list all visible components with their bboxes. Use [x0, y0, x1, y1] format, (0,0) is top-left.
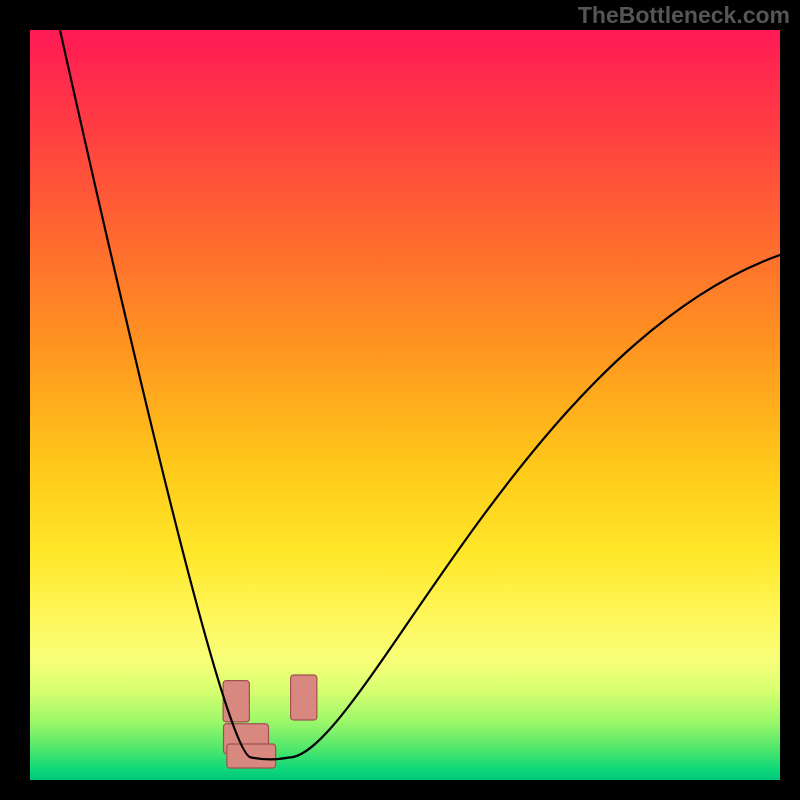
gradient-background: [30, 30, 780, 780]
watermark-text: TheBottleneck.com: [578, 2, 790, 29]
curve-marker: [223, 681, 249, 722]
chart-stage: TheBottleneck.com: [0, 0, 800, 800]
curve-marker: [227, 744, 276, 768]
bottleneck-curve-chart: [30, 30, 780, 780]
curve-marker: [291, 675, 317, 720]
